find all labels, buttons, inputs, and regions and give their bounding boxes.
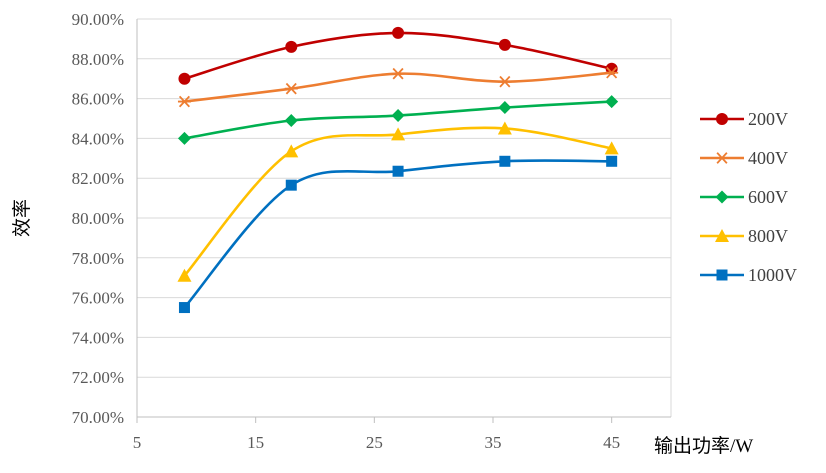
y-tick-label: 76.00%: [72, 289, 124, 308]
legend-marker: [716, 269, 728, 281]
y-tick-label: 84.00%: [72, 129, 124, 148]
series-800V: [177, 121, 619, 282]
legend-label: 1000V: [748, 265, 797, 285]
data-point: [177, 268, 192, 282]
y-tick-label: 78.00%: [72, 249, 124, 268]
x-tick-label: 15: [247, 433, 264, 452]
y-tick-label: 70.00%: [72, 408, 124, 427]
data-point: [605, 66, 619, 79]
y-tick-label: 80.00%: [72, 209, 124, 228]
data-point: [391, 67, 405, 80]
series-400V: [177, 66, 619, 108]
legend-item-1000V: 1000V: [700, 265, 797, 285]
legend-item-800V: 800V: [700, 226, 788, 246]
y-tick-label: 88.00%: [72, 50, 124, 69]
data-point: [392, 26, 405, 39]
legend-marker: [716, 113, 728, 125]
x-tick-label: 5: [133, 433, 142, 452]
data-point: [499, 155, 511, 167]
data-point: [391, 109, 405, 123]
legend-label: 400V: [748, 148, 788, 168]
data-point: [285, 179, 297, 191]
legend-label: 200V: [748, 109, 788, 129]
y-tick-label: 82.00%: [72, 169, 124, 188]
legend-marker: [715, 152, 729, 164]
data-point: [177, 131, 191, 145]
data-point: [284, 113, 298, 127]
y-axis-title: 效率: [11, 199, 33, 237]
y-tick-label: 74.00%: [72, 328, 124, 347]
data-point: [391, 127, 406, 141]
y-tick-label: 90.00%: [72, 10, 124, 29]
series-line: [183, 126, 612, 277]
x-tick-labels: 5 15 25 35 45: [133, 433, 620, 452]
data-point: [498, 75, 512, 88]
legend: 200V 400V 600V 800V 1000V: [700, 109, 797, 285]
legend-item-600V: 600V: [700, 187, 788, 207]
data-point: [498, 101, 512, 115]
data-point: [178, 72, 191, 85]
series-line: [184, 71, 612, 103]
legend-marker: [715, 190, 729, 204]
gridlines: [137, 18, 672, 418]
x-axis-title: 输出功率/W: [654, 435, 753, 457]
data-point: [177, 95, 191, 108]
x-tick-label: 45: [603, 433, 620, 452]
data-point: [605, 95, 619, 109]
y-tick-label: 72.00%: [72, 368, 124, 387]
data-point: [392, 165, 404, 177]
legend-label: 800V: [748, 226, 788, 246]
data-point: [178, 302, 190, 314]
legend-item-400V: 400V: [700, 148, 788, 168]
legend-marker: [715, 229, 729, 242]
legend-item-200V: 200V: [700, 109, 788, 129]
y-tick-label: 86.00%: [72, 90, 124, 109]
series-200V: [178, 26, 618, 85]
data-point: [284, 144, 299, 158]
data-point: [497, 121, 512, 135]
x-tick-label: 35: [485, 433, 502, 452]
series-600V: [177, 95, 619, 145]
data-point: [604, 141, 619, 155]
series-line: [183, 159, 612, 309]
series: [177, 26, 619, 314]
series-line: [184, 31, 612, 80]
series-1000V: [178, 155, 618, 314]
data-point: [285, 40, 298, 53]
legend-label: 600V: [748, 187, 788, 207]
y-tick-labels: 70.00% 72.00% 74.00% 76.00% 78.00% 80.00% 82.0…: [72, 10, 124, 427]
axes: [136, 19, 671, 423]
data-point: [284, 82, 298, 95]
x-tick-label: 25: [366, 433, 383, 452]
data-point: [498, 38, 511, 51]
data-point: [606, 155, 618, 167]
